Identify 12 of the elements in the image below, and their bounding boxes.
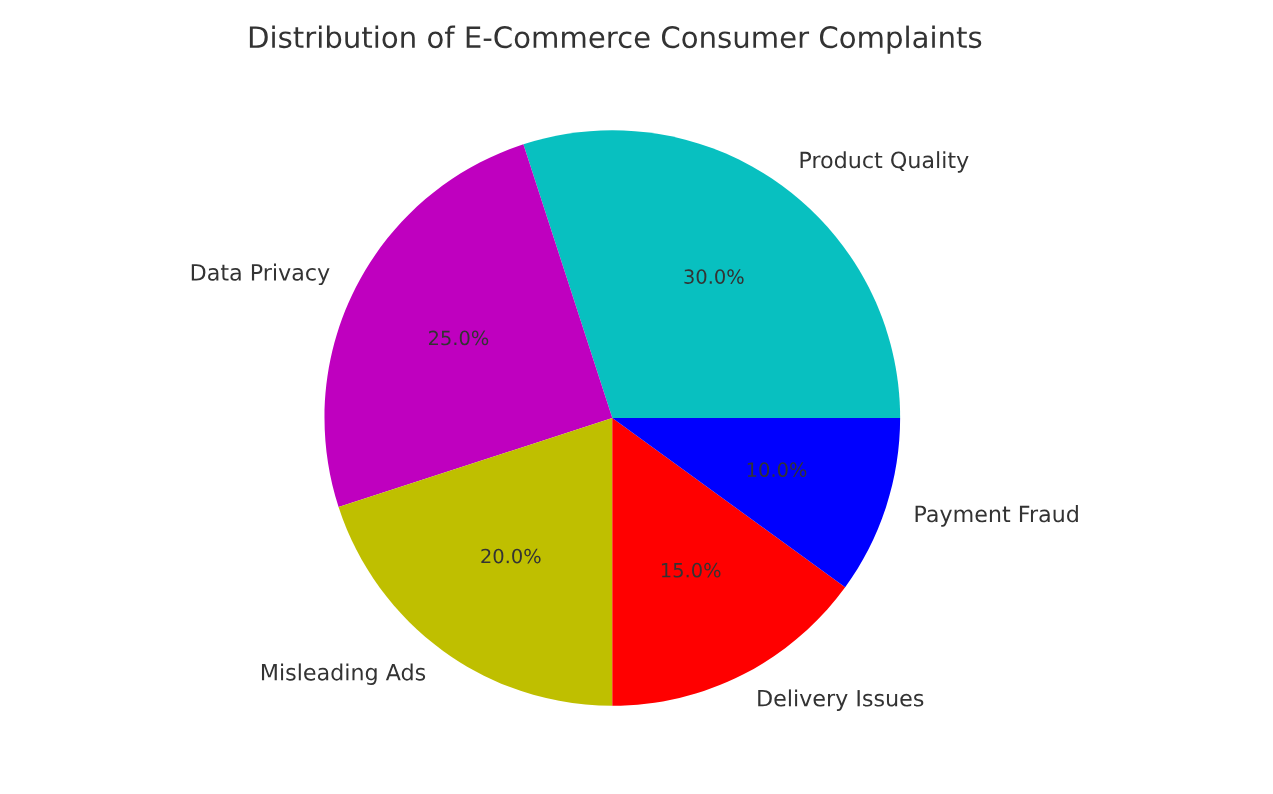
slice-label: Data Privacy [191,263,330,286]
data-label: 25.0% [428,330,489,346]
slice-label: Payment Fraud [915,505,1078,527]
slice-label: Delivery Issues [758,689,924,711]
data-label: 15.0% [661,562,721,578]
chart-title: Distribution of E-Commerce Consumer Complaints [249,25,982,54]
data-label: 30.0% [684,269,744,284]
slice-label: Product Quality [800,151,969,173]
data-label: 10.0% [747,462,807,478]
data-label: 20.0% [481,548,541,564]
pie-slice [612,418,901,588]
slice-label: Misleading Ads [261,663,426,685]
